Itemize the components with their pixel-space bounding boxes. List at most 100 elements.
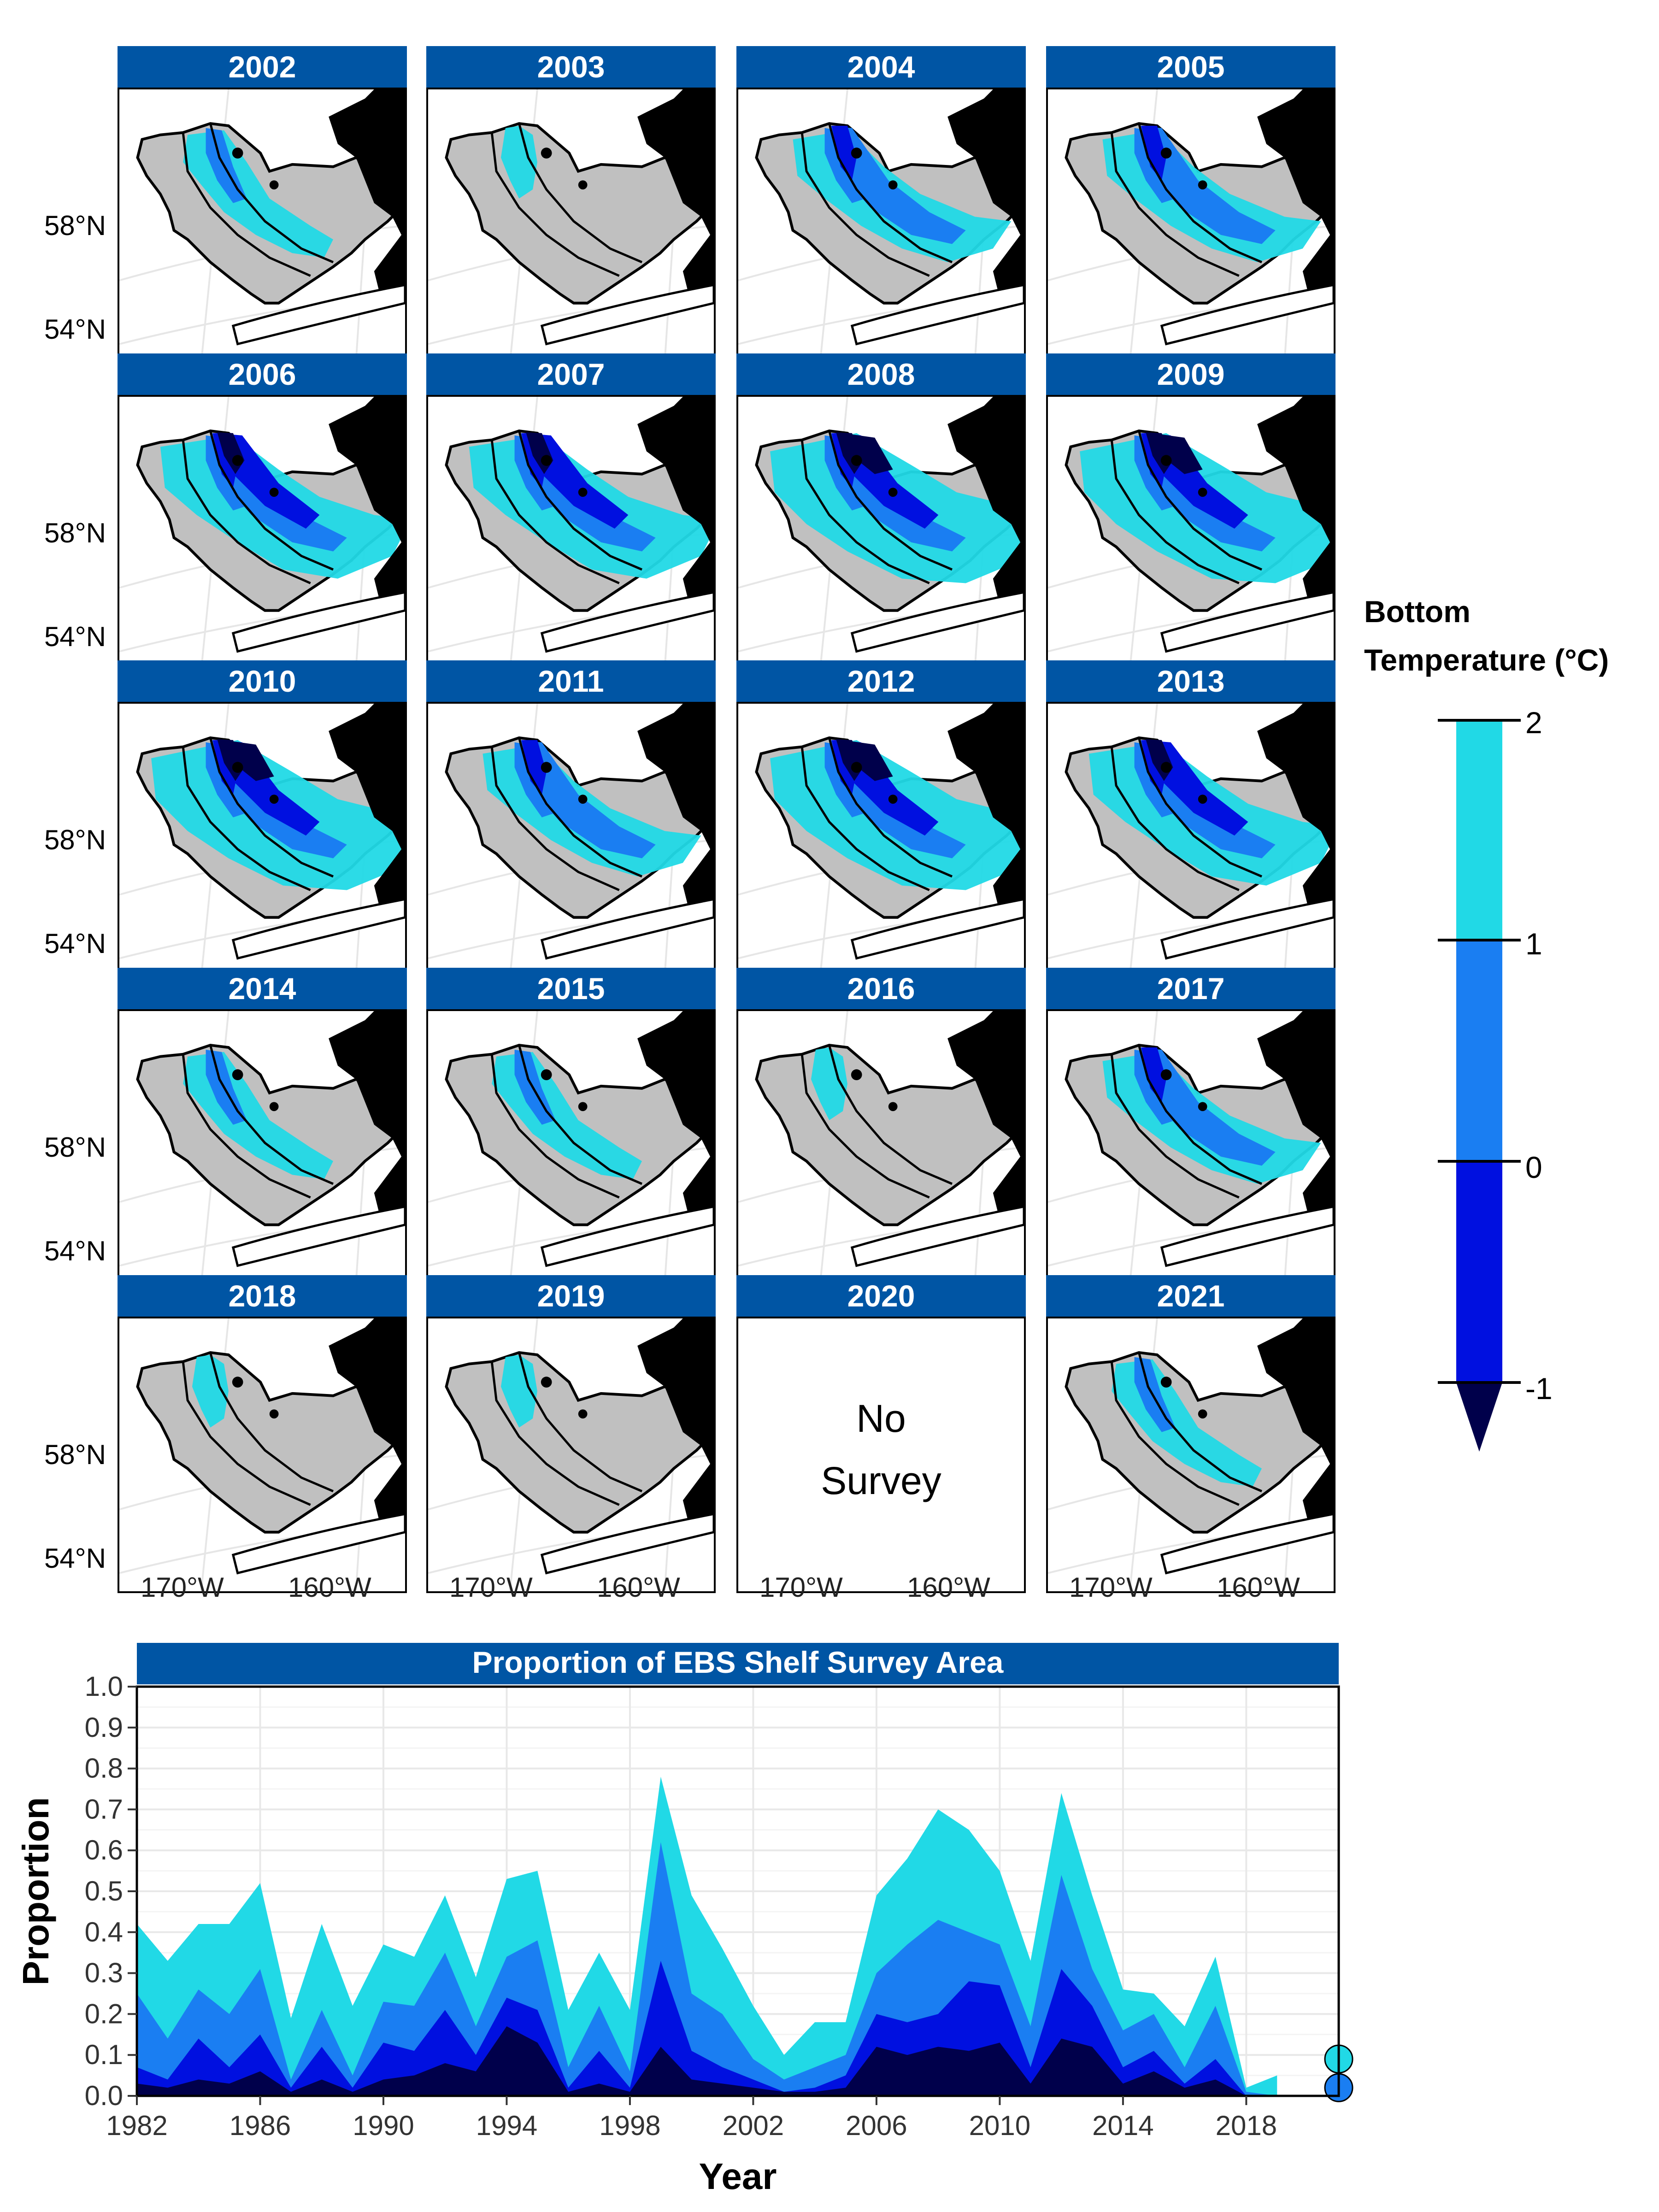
cold-pool-band-0to1-ext (1139, 1047, 1276, 1166)
map-frame (426, 395, 716, 671)
panel-year-label: 2018 (118, 1275, 407, 1317)
colorbar-band-1 (1456, 940, 1502, 1161)
colorbar-band-2 (1456, 1161, 1502, 1382)
cold-pool-band-neg1to0 (831, 125, 857, 181)
cold-pool-band-1to2 (500, 125, 537, 199)
bottom-temperature-map (1048, 1011, 1334, 1284)
y-axis-title: Proportion (15, 1797, 56, 1986)
y-tick-label: 0.3 (85, 1958, 123, 1988)
lon-label: 160°W (597, 1572, 680, 1603)
y-tick-label: 0.8 (85, 1753, 123, 1784)
map-panel-2018: 2018 (118, 1275, 407, 1593)
y-tick-label: 0.1 (85, 2039, 123, 2070)
x-tick-label: 1998 (599, 2110, 660, 2141)
alaska-landmass (637, 1011, 714, 1225)
panel-year-label: 2019 (426, 1275, 716, 1317)
map-frame (118, 395, 407, 671)
map-frame (1046, 88, 1335, 364)
legend-title-line2: Temperature (°C) (1364, 643, 1609, 677)
alaska-landmass (329, 1318, 405, 1532)
y-tick-label: 0.6 (85, 1835, 123, 1865)
map-frame (426, 88, 716, 364)
x-tick-label: 1990 (353, 2110, 414, 2141)
alaska-landmass (329, 704, 405, 918)
panel-year-label: 2014 (118, 968, 407, 1009)
cold-pool-core (1153, 433, 1203, 474)
map-frame (736, 1009, 1026, 1286)
bottom-temperature-map (1048, 1318, 1334, 1591)
lat-label: 54°N (44, 314, 106, 345)
map-frame (1046, 1009, 1335, 1286)
map-panel-2014: 2014 (118, 968, 407, 1286)
map-frame (1046, 395, 1335, 671)
alaska-landmass (1257, 1011, 1334, 1225)
alaska-landmass (1257, 704, 1334, 918)
lon-label: 160°W (288, 1572, 371, 1603)
x-tick-label: 1986 (229, 2110, 291, 2141)
lat-label: 58°N (44, 1439, 106, 1470)
alaska-landmass (1257, 397, 1334, 611)
map-frame: No Survey (736, 1317, 1026, 1593)
bottom-temperature-map (119, 397, 405, 670)
bottom-temperature-map (738, 89, 1024, 362)
x-tick-label: 2002 (723, 2110, 784, 2141)
map-panel-2006: 2006 (118, 353, 407, 671)
no-survey-line: No (856, 1397, 906, 1440)
y-tick-label: 0.0 (85, 2080, 123, 2111)
y-tick-label: 0.2 (85, 1998, 123, 2029)
alaska-landmass (1257, 1318, 1334, 1532)
x-tick-label: 2010 (969, 2110, 1030, 2141)
bottom-temperature-map (428, 1011, 714, 1284)
map-panel-2007: 2007 (426, 353, 716, 671)
bottom-temperature-map (428, 1318, 714, 1591)
alaska-landmass (637, 397, 714, 611)
panel-year-label: 2005 (1046, 46, 1335, 88)
map-panel-2019: 2019 (426, 1275, 716, 1593)
map-panel-2016: 2016 (736, 968, 1026, 1286)
bottom-temperature-map (1048, 704, 1334, 977)
map-panel-2010: 2010 (118, 660, 407, 978)
alaska-landmass (947, 89, 1024, 303)
temperature-colorbar (1438, 719, 1521, 1452)
cold-pool-band-0to1-ext (519, 740, 656, 859)
x-tick-label: 1994 (476, 2110, 537, 2141)
map-panel-2008: 2008 (736, 353, 1026, 671)
map-panel-2003: 2003 (426, 46, 716, 364)
lon-label: 170°W (449, 1572, 533, 1603)
cold-pool-band-1to2 (500, 1354, 537, 1428)
map-panel-2009: 2009 (1046, 353, 1335, 671)
map-panel-2020: 2020 No Survey (736, 1275, 1026, 1593)
alaska-landmass (637, 89, 714, 303)
map-panel-2017: 2017 (1046, 968, 1335, 1286)
lon-label: 170°W (759, 1572, 843, 1603)
map-frame (736, 88, 1026, 364)
panel-year-label: 2010 (118, 660, 407, 702)
alaska-landmass (329, 1011, 405, 1225)
bottom-temperature-map (428, 397, 714, 670)
x-axis-title: Year (699, 2156, 777, 2197)
panel-year-label: 2003 (426, 46, 716, 88)
alaska-landmass (1257, 89, 1334, 303)
panel-year-label: 2015 (426, 968, 716, 1009)
map-frame (1046, 1317, 1335, 1593)
bottom-temperature-map (119, 1318, 405, 1591)
panel-year-label: 2021 (1046, 1275, 1335, 1317)
map-frame (1046, 702, 1335, 978)
map-frame (118, 1009, 407, 1286)
alaska-landmass (329, 89, 405, 303)
alaska-landmass (637, 1318, 714, 1532)
map-panel-2012: 2012 (736, 660, 1026, 978)
chart-title-strip (137, 1643, 1339, 1684)
panel-year-label: 2006 (118, 353, 407, 395)
cold-pool-band-1to2 (811, 1047, 847, 1120)
map-frame (426, 1009, 716, 1286)
y-tick-label: 0.5 (85, 1876, 123, 1906)
lat-label: 54°N (44, 1235, 106, 1266)
bottom-temperature-map (1048, 397, 1334, 670)
panel-year-label: 2013 (1046, 660, 1335, 702)
legend-tick-neg1: -1 (1525, 1371, 1553, 1406)
map-panel-2015: 2015 (426, 968, 716, 1286)
y-tick-label: 1.0 (85, 1671, 123, 1702)
cold-pool-band-neg1to0 (1141, 1047, 1166, 1102)
cold-pool-band-0to1-ext (1139, 125, 1276, 244)
